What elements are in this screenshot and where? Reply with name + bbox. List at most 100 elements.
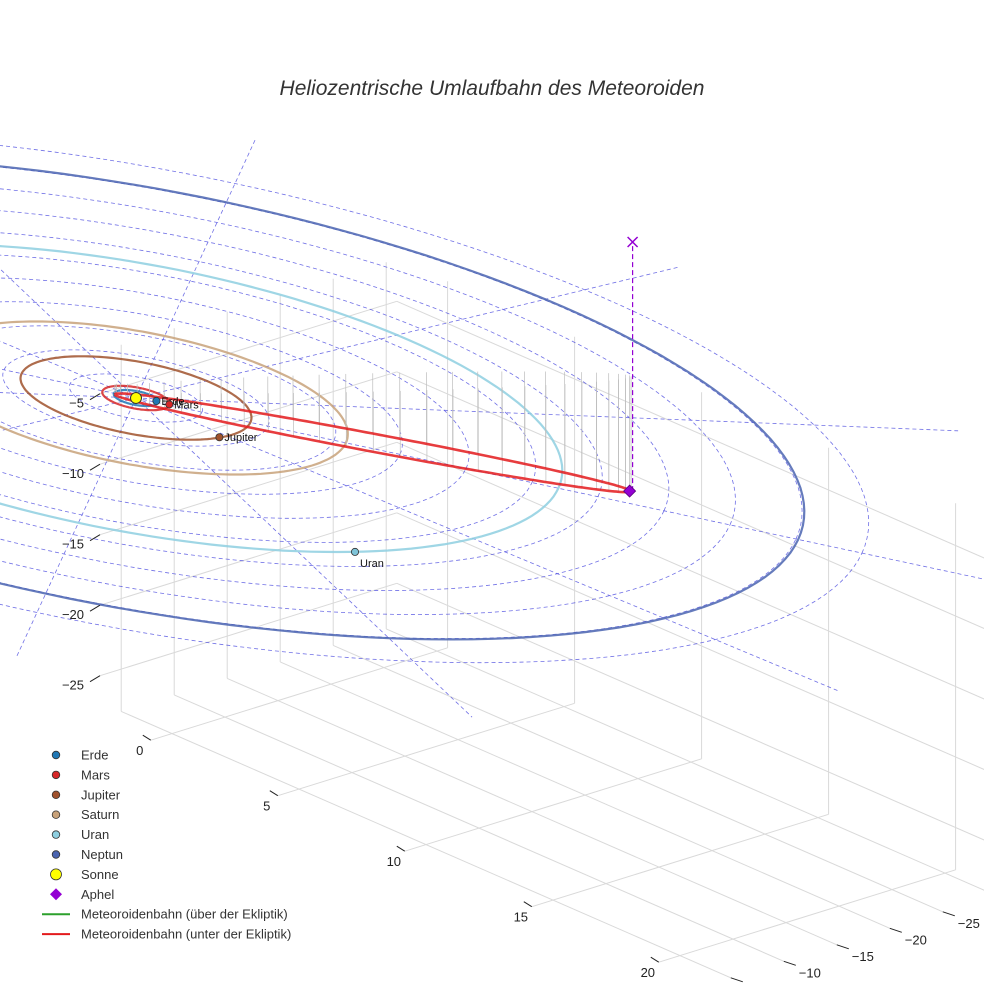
floor-grid-x (277, 702, 575, 797)
x-tick-label: 5 (263, 799, 270, 814)
x-tick-label: 0 (136, 743, 143, 758)
legend-symbol-circle (51, 790, 61, 799)
ecliptic-ring (0, 325, 337, 471)
chart-title: Heliozentrische Umlaufbahn des Meteoroid… (280, 77, 705, 100)
y-tick-label: −15 (852, 949, 874, 964)
planet-orbits (0, 165, 806, 641)
legend-symbol-diamond (50, 888, 62, 901)
side-grid-z (99, 441, 397, 536)
z-tick-mark (89, 534, 101, 542)
ecliptic-radial (135, 137, 257, 399)
x-tick-label: 10 (387, 854, 401, 869)
floor-grid-y (173, 694, 785, 962)
x-tick-mark (396, 845, 406, 852)
ecliptic-ring (0, 232, 603, 567)
x-tick-label: 15 (514, 910, 528, 925)
side-grid-z (99, 582, 397, 677)
floor-grid-y (226, 677, 838, 946)
floor-grid-x (150, 647, 448, 741)
planet-label-uran: Uran (360, 558, 384, 570)
legend-entry-label: Neptun (81, 847, 123, 862)
orbit-neptun (0, 165, 806, 641)
orbit-uran (0, 245, 564, 554)
legend-entry-label: Meteoroidenbahn (über der Ekliptik) (81, 907, 288, 922)
side-grid-z (99, 300, 397, 395)
legend-symbol-circle (50, 868, 62, 881)
ecliptic-ring (0, 301, 403, 495)
wall-grid-z (396, 512, 984, 770)
z-tick-label: −15 (62, 537, 84, 552)
ecliptic-ring (0, 145, 870, 664)
planet-label-jupiter: Jupiter (224, 432, 257, 444)
orbit-saturn (0, 320, 349, 476)
y-tick-label: −5 (746, 982, 761, 984)
ecliptic-ring (0, 210, 670, 591)
ecliptic-radial (135, 397, 473, 718)
y-tick-label: −10 (799, 965, 821, 980)
aphel-projection-marker (627, 236, 639, 248)
legend-symbol-circle (51, 830, 61, 839)
legend-entry-label: Erde (81, 748, 108, 763)
ecliptic-radial (135, 266, 681, 399)
floor-grid-y (332, 644, 944, 913)
wall-grid-z (396, 441, 984, 700)
ecliptic-radial (135, 397, 839, 692)
ecliptic-radial (0, 397, 137, 432)
z-tick-mark (89, 604, 101, 612)
side-grid-z (99, 371, 397, 465)
x-tick-mark (142, 734, 152, 741)
ecliptic-ring (0, 188, 736, 616)
y-tick-mark (783, 960, 796, 966)
ecliptic-grid (0, 137, 984, 718)
planet-marker-mars (165, 400, 174, 409)
ecliptic-ring (69, 373, 203, 423)
z-tick-mark (89, 463, 101, 471)
y-tick-label: −20 (905, 932, 927, 947)
planet-label-mars: Mars (174, 399, 199, 411)
floor-grid-x (658, 869, 956, 963)
y-tick-mark (836, 944, 849, 950)
legend-symbol-circle (51, 750, 61, 760)
z-tick-label: −5 (69, 396, 84, 411)
y-tick-label: −25 (958, 916, 980, 931)
z-tick-label: −20 (62, 607, 84, 622)
orbit-mars (101, 384, 171, 412)
x-tick-mark (650, 956, 660, 963)
planet-marker-jupiter (215, 433, 224, 442)
aphel-marker (623, 484, 637, 498)
y-tick-mark (942, 911, 955, 917)
orbit-jupiter (19, 355, 253, 441)
wall-grid-z (396, 582, 984, 841)
orbit-stems (114, 371, 632, 493)
legend-entry-label: Aphel (81, 887, 114, 902)
legend-entry-label: Uran (81, 827, 109, 842)
x-tick-mark (269, 790, 279, 797)
legend-symbol-circle (51, 810, 61, 819)
legend-entry-label: Meteoroidenbahn (unter der Ekliptik) (81, 927, 291, 942)
floor-grid-y (120, 710, 732, 979)
ecliptic-radial (0, 340, 137, 399)
side-grid-z (99, 512, 397, 606)
x-tick-mark (523, 901, 533, 908)
sun-marker (130, 392, 142, 404)
legend-entry-label: Sonne (81, 867, 119, 882)
planet-marker-erde (152, 396, 161, 405)
z-tick-mark (89, 675, 101, 683)
z-tick-label: −10 (62, 466, 84, 481)
axes-grid (99, 262, 984, 979)
ecliptic-radial (0, 268, 137, 399)
floor-grid-x (531, 813, 829, 908)
legend-entry-label: Saturn (81, 807, 119, 822)
x-tick-label: 20 (641, 965, 655, 980)
legend-entry-label: Jupiter (81, 787, 121, 802)
z-tick-mark (89, 393, 101, 401)
floor-grid-x (404, 758, 702, 852)
legend: Erde Mars Jupiter Saturn Uran Neptun Sonne Aphe… (42, 748, 291, 942)
z-tick-label: −25 (62, 678, 84, 693)
planet-marker-uran (350, 547, 359, 556)
legend-entry-label: Mars (81, 767, 110, 782)
floor-grid-y (279, 661, 891, 929)
